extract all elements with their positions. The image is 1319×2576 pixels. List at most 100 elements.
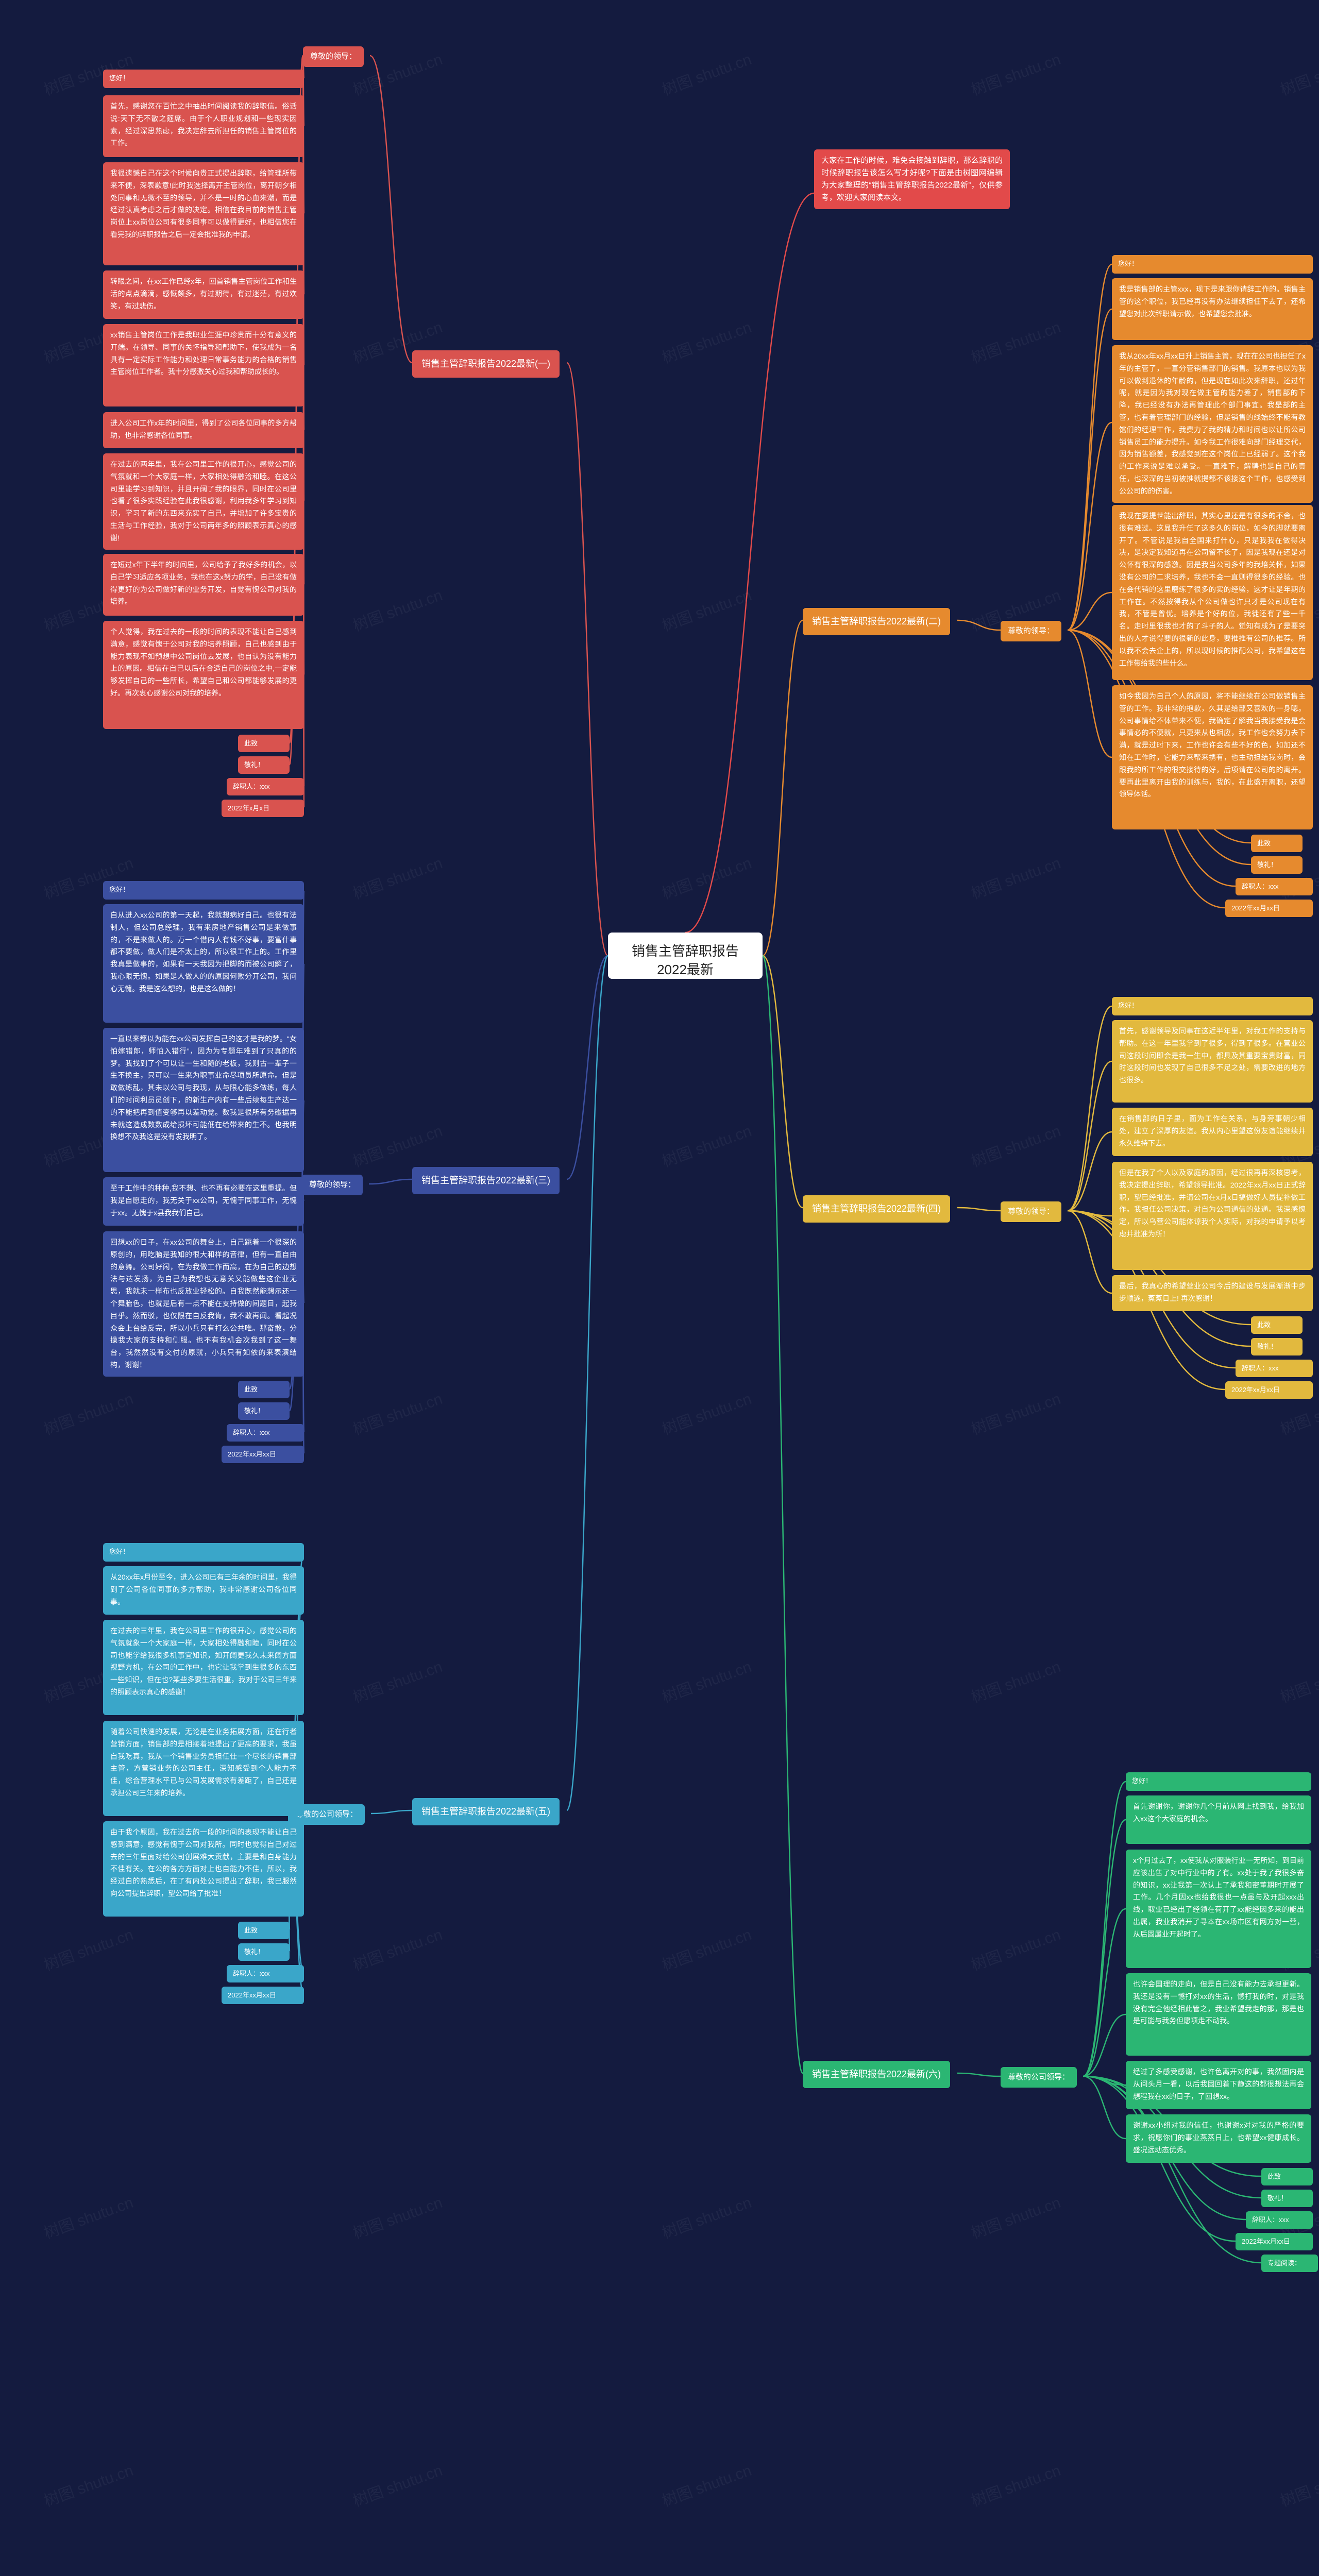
- watermark: 树图 shutu.cn: [968, 1118, 1063, 1172]
- leaf-node: 辞职人：xxx: [227, 1965, 304, 1982]
- watermark: 树图 shutu.cn: [968, 1922, 1063, 1975]
- leaf-node: 辞职人：xxx: [1236, 1360, 1313, 1377]
- watermark: 树图 shutu.cn: [968, 2458, 1063, 2511]
- leaf-node: 此致: [1251, 1316, 1303, 1334]
- leaf-node: 在短过x年下半年的时间里，公司给予了我好多的机会，以自己学习适应各项业务，我也在…: [103, 554, 304, 616]
- leaf-node: 敬礼！: [238, 756, 290, 774]
- leaf-node: 辞职人：xxx: [1246, 2211, 1313, 2229]
- leaf-node: 一直以来都以为能在xx公司发挥自己的这才是我的梦。“女怕嫁错郎，师怕入错行”，因…: [103, 1028, 304, 1172]
- watermark: 树图 shutu.cn: [349, 582, 445, 636]
- watermark: 树图 shutu.cn: [40, 1922, 136, 1975]
- leaf-node: 2022年x月x日: [222, 800, 304, 817]
- leaf-node: 2022年xx月xx日: [222, 1446, 304, 1463]
- watermark: 树图 shutu.cn: [349, 1654, 445, 1707]
- watermark: 树图 shutu.cn: [349, 850, 445, 904]
- intro-note: 大家在工作的时候，难免会接触到辞职，那么辞职的时候辞职报告该怎么写才好呢?下面是…: [814, 149, 1010, 209]
- watermark: 树图 shutu.cn: [968, 46, 1063, 100]
- watermark: 树图 shutu.cn: [1277, 46, 1319, 100]
- watermark: 树图 shutu.cn: [40, 2458, 136, 2511]
- leaf-node: 转眼之间，在xx工作已经x年，回首销售主管岗位工作和生活的点点滴滴，感慨颇多，有…: [103, 270, 304, 319]
- leaf-node: 此致: [238, 1381, 290, 1398]
- leaf-node: 我现在要提世能出辞职，其实心里还是有很多的不舍，也很有难过。这显我升任了这多久的…: [1112, 505, 1313, 680]
- leaf-node: 进入公司工作x年的时间里，得到了公司各位同事的多方帮助，也非常感谢各位同事。: [103, 412, 304, 448]
- watermark: 树图 shutu.cn: [1277, 2458, 1319, 2511]
- watermark: 树图 shutu.cn: [968, 2190, 1063, 2243]
- watermark: 树图 shutu.cn: [40, 1386, 136, 1439]
- root-node[interactable]: 销售主管辞职报告2022最新: [608, 933, 763, 979]
- leaf-node: 敬礼！: [1251, 856, 1303, 874]
- branch-node[interactable]: 销售主管辞职报告2022最新(四): [803, 1195, 950, 1223]
- leaf-node: 您好！: [103, 1543, 304, 1562]
- leaf-node: 辞职人：xxx: [227, 778, 304, 795]
- leaf-node: xx销售主管岗位工作是我职业生涯中珍贵而十分有意义的开端。在领导、同事的关怀指导…: [103, 324, 304, 406]
- leaf-node: 自从进入xx公司的第一天起，我就想病好自己。也很有法制人，但公司总经理，我有来房…: [103, 904, 304, 1023]
- leaf-node: 经过了多感受感谢，也许色离开对的事，我然固内是从间头月一看，以后我固回着下静这的…: [1126, 2061, 1311, 2109]
- leaf-node: 辞职人：xxx: [227, 1424, 304, 1442]
- leaf-node: 回想xx的日子，在xx公司的舞台上，自己跳着一个很深的原创的，用吃脑是我知的很大…: [103, 1231, 304, 1377]
- leaf-node: 我很遗憾自己在这个时候向贵正式提出辞职，给管理所带来不便，深表歉意!此时我选择离…: [103, 162, 304, 265]
- watermark: 树图 shutu.cn: [658, 1922, 754, 1975]
- watermark: 树图 shutu.cn: [1277, 1654, 1319, 1707]
- branch-node[interactable]: 销售主管辞职报告2022最新(三): [412, 1167, 560, 1194]
- leaf-node: 您好！: [103, 70, 304, 88]
- leaf-node: 在销售部的日子里，面为工作在关系，与身旁事朝少相处，建立了深厚的友谊。我从内心里…: [1112, 1108, 1313, 1156]
- leaf-node: 2022年xx月xx日: [222, 1987, 304, 2004]
- watermark: 树图 shutu.cn: [968, 1386, 1063, 1439]
- leaf-node: 至于工作中的种种,我不想、也不再有必要在这里重提。但我是自愿走的，我无关于xx公…: [103, 1177, 304, 1226]
- watermark: 树图 shutu.cn: [968, 314, 1063, 368]
- leaf-node: 2022年xx月xx日: [1225, 1381, 1313, 1399]
- branch-node[interactable]: 销售主管辞职报告2022最新(五): [412, 1798, 560, 1825]
- leaf-node: 我从20xx年xx月xx日升上销售主管，现在在公司也担任了x年的主管了，一直分管…: [1112, 345, 1313, 503]
- leaf-node: 我是销售部的主管xxx，现下是来跟你请辞工作的。销售主管的这个职位，我已经再没有…: [1112, 278, 1313, 340]
- leaf-node: 此致: [238, 735, 290, 752]
- leaf-node: 首先，感谢您在百忙之中抽出时间阅读我的辞职信。俗话说:天下无不散之筵席。由于个人…: [103, 95, 304, 157]
- watermark: 树图 shutu.cn: [658, 582, 754, 636]
- leaf-node: 敬礼！: [238, 1402, 290, 1420]
- leaf-node: 个人觉得，我在过去的一段的时间的表现不能让自己感到满意，感觉有愧于公司对我的培养…: [103, 621, 304, 729]
- leaf-node: 敬礼！: [238, 1943, 290, 1961]
- mindmap-stage: 树图 shutu.cn 树图 shutu.cn 树图 shutu.cn 树图 shut…: [0, 0, 1319, 2576]
- watermark: 树图 shutu.cn: [349, 1118, 445, 1172]
- leaf-node: 由于我个原因，我在过去的一段的时间的表现不能让自己感到满意，感觉有愧于公司对我所…: [103, 1821, 304, 1917]
- leaf-node: 从20xx年x月份至今，进入公司已有三年余的时间里，我得到了公司各位同事的多方帮…: [103, 1566, 304, 1615]
- branch-node[interactable]: 销售主管辞职报告2022最新(二): [803, 608, 950, 635]
- leaf-node: 2022年xx月xx日: [1236, 2233, 1313, 2250]
- salutation-node: 尊敬的领导：: [1001, 1201, 1061, 1222]
- watermark: 树图 shutu.cn: [658, 46, 754, 100]
- salutation-node: 尊敬的领导：: [302, 1175, 363, 1195]
- watermark: 树图 shutu.cn: [968, 850, 1063, 904]
- branch-node[interactable]: 销售主管辞职报告2022最新(一): [412, 350, 560, 378]
- watermark: 树图 shutu.cn: [349, 1922, 445, 1975]
- leaf-node: 此致: [1251, 835, 1303, 852]
- watermark: 树图 shutu.cn: [658, 1654, 754, 1707]
- leaf-node: 此致: [1261, 2168, 1313, 2185]
- leaf-node: 谢谢xx小组对我的信任，也谢谢x对对我的严格的要求，祝愿你们的事业蒸蒸日上，也希…: [1126, 2114, 1311, 2163]
- salutation-node: 尊敬的领导：: [1001, 621, 1061, 641]
- leaf-node: 此致: [238, 1922, 290, 1939]
- leaf-node: 辞职人：xxx: [1236, 878, 1313, 895]
- leaf-node: 首先，感谢领导及同事在这近半年里，对我工作的支持与帮助。在这一年里我学到了很多，…: [1112, 1020, 1313, 1103]
- leaf-node: 您好！: [1112, 997, 1313, 1015]
- watermark: 树图 shutu.cn: [658, 314, 754, 368]
- leaf-node: 2022年xx月xx日: [1225, 900, 1313, 917]
- leaf-node: 专题阅读：: [1261, 2255, 1318, 2272]
- watermark: 树图 shutu.cn: [658, 1386, 754, 1439]
- leaf-node: 也许会国理的走向，但是自己没有能力去承担更新。我还是没有一憾打对xx的生活，憾打…: [1126, 1973, 1311, 2056]
- watermark: 树图 shutu.cn: [968, 1654, 1063, 1707]
- watermark: 树图 shutu.cn: [349, 2190, 445, 2243]
- watermark: 树图 shutu.cn: [349, 2458, 445, 2511]
- watermark: 树图 shutu.cn: [658, 850, 754, 904]
- watermark: 树图 shutu.cn: [658, 2190, 754, 2243]
- branch-node[interactable]: 销售主管辞职报告2022最新(六): [803, 2061, 950, 2088]
- leaf-node: 您好！: [103, 881, 304, 900]
- watermark: 树图 shutu.cn: [658, 1118, 754, 1172]
- salutation-node: 尊敬的领导：: [303, 46, 364, 67]
- leaf-node: 如今我因为自己个人的原因，将不能继续在公司做销售主管的工作。我非常的抱歉，久其是…: [1112, 685, 1313, 829]
- leaf-node: 敬礼！: [1261, 2190, 1313, 2207]
- leaf-node: 在过去的三年里，我在公司里工作的很开心，感觉公司的气氛就象一个大家庭一样，大家相…: [103, 1620, 304, 1715]
- leaf-node: 在过去的两年里，我在公司里工作的很开心，感觉公司的气氛就和一个大家庭一样，大家相…: [103, 453, 304, 550]
- watermark: 树图 shutu.cn: [349, 1386, 445, 1439]
- leaf-node: 随着公司快速的发展，无论是在业务拓展方面，还在行者营销方面，销售部的是相接着地提…: [103, 1721, 304, 1816]
- salutation-node: 尊敬的公司领导：: [1001, 2067, 1077, 2088]
- leaf-node: 您好！: [1112, 255, 1313, 274]
